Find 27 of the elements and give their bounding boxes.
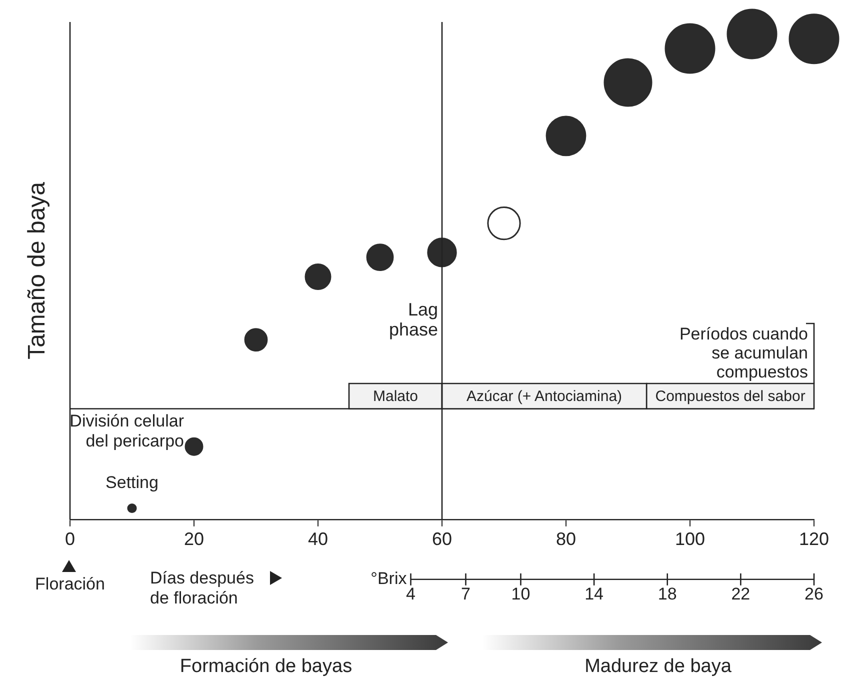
x2-tick-label: 4 [406, 584, 416, 604]
x-tick-label: 80 [556, 529, 576, 550]
x2-tick-label: 10 [511, 584, 530, 604]
annotation: Períodos cuando se acumulan compuestos [679, 324, 808, 382]
x-tick-label: 0 [64, 529, 76, 550]
text: Madurez de baya [584, 656, 732, 677]
band-label: Azúcar (+ Antociamina) [466, 388, 622, 406]
x-tick-label: 60 [432, 529, 452, 550]
text: Formación de bayas [180, 656, 352, 677]
ref-line-label: Lag phase [388, 300, 438, 340]
band-label: Malato [372, 388, 418, 406]
y-axis-title: Tamaño de baya [24, 181, 51, 360]
x2-tick-label: 7 [461, 584, 470, 604]
annotation: Setting [106, 473, 158, 492]
x-tick-label: 120 [798, 529, 830, 550]
x2-tick-label: 14 [584, 584, 604, 604]
x-tick-label: 40 [308, 529, 328, 550]
x2-tick-label: 18 [658, 584, 677, 604]
x2-tick-label: 22 [731, 584, 750, 604]
text: Floración [35, 574, 105, 594]
x-tick-label: 20 [184, 529, 204, 550]
x2-tick-label: 26 [804, 584, 824, 604]
x2-axis-title: °Brix [370, 569, 408, 588]
band-label: Compuestos del sabor [655, 388, 806, 406]
x-tick-label: 100 [674, 529, 706, 550]
annotation: División celular del pericarpo [70, 412, 184, 451]
x-axis-title: Días después de floración [150, 568, 254, 608]
